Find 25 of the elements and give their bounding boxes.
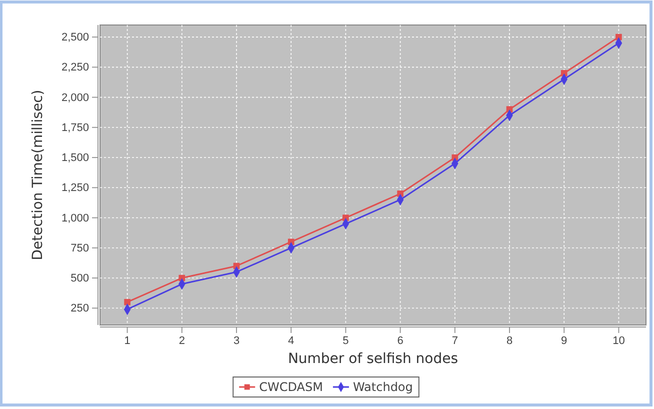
- y-tick-label: 2,000: [61, 92, 89, 104]
- x-tick-label: 1: [124, 334, 130, 347]
- x-tick-label: 3: [233, 334, 240, 347]
- x-tick-label: 7: [452, 334, 458, 347]
- y-tick-label: 750: [70, 242, 89, 254]
- y-axis-title: Detection Time(millisec): [30, 90, 46, 260]
- y-tick-label: 250: [70, 302, 89, 315]
- y-tick-label: 1,500: [61, 152, 89, 164]
- x-tick-label: 6: [397, 334, 404, 347]
- y-tick-label: 1,250: [61, 182, 89, 194]
- point: [124, 298, 130, 306]
- x-tick-label: 2: [178, 334, 185, 347]
- y-tick-label: 1,000: [61, 212, 89, 224]
- x-tick-label: 5: [342, 334, 349, 347]
- y-tick-label: 2,250: [61, 62, 89, 74]
- x-tick-label: 9: [561, 334, 568, 347]
- x-axis-title: Number of selfish nodes: [288, 351, 458, 367]
- y-tick-label: 1,750: [61, 122, 89, 134]
- x-tick-label: 10: [612, 334, 625, 347]
- x-tick-label: 8: [506, 334, 513, 347]
- legend-label: Watchdog: [352, 380, 413, 394]
- y-tick-label: 500: [70, 272, 89, 285]
- x-tick-label: 4: [288, 334, 294, 347]
- y-tick-label: 2,500: [61, 32, 89, 44]
- legend-label: CWCDASM: [259, 380, 323, 394]
